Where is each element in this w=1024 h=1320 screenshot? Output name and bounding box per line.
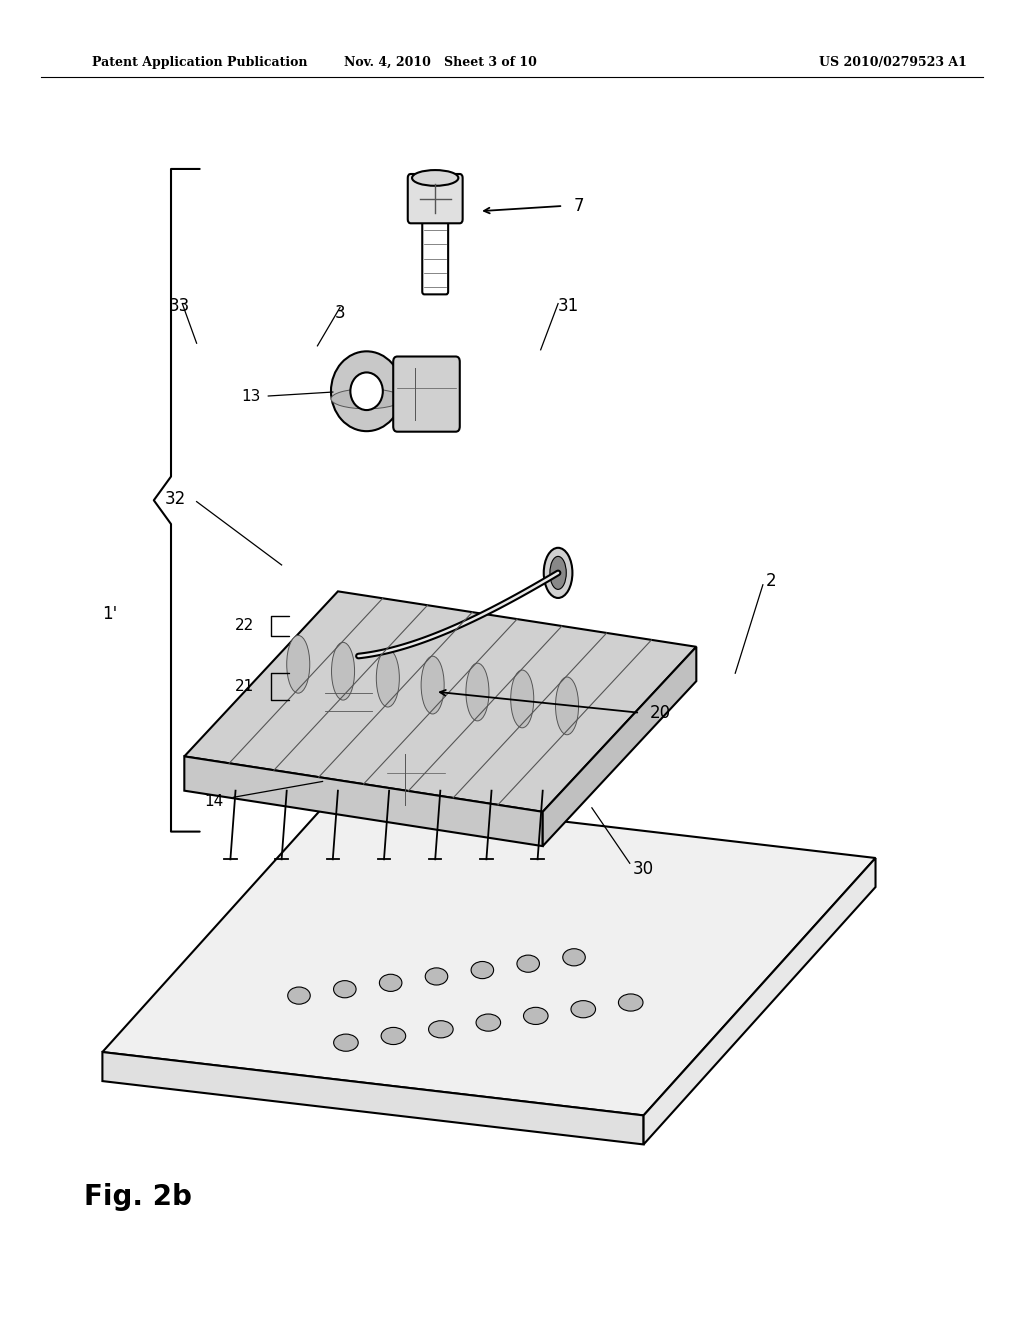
Text: 31: 31 xyxy=(558,297,579,315)
Text: 2: 2 xyxy=(766,572,776,590)
Text: 32: 32 xyxy=(165,490,186,508)
Ellipse shape xyxy=(381,1027,406,1044)
Text: 3: 3 xyxy=(335,304,345,322)
FancyBboxPatch shape xyxy=(393,356,460,432)
Ellipse shape xyxy=(421,656,444,714)
Ellipse shape xyxy=(517,956,540,973)
Text: 1': 1' xyxy=(102,605,118,623)
Polygon shape xyxy=(102,795,876,1115)
Text: 33: 33 xyxy=(169,297,189,315)
Polygon shape xyxy=(184,756,543,846)
Ellipse shape xyxy=(331,389,402,409)
Text: Nov. 4, 2010   Sheet 3 of 10: Nov. 4, 2010 Sheet 3 of 10 xyxy=(344,55,537,69)
Ellipse shape xyxy=(412,170,459,186)
Ellipse shape xyxy=(571,1001,596,1018)
Ellipse shape xyxy=(321,737,392,817)
Ellipse shape xyxy=(523,1007,548,1024)
Ellipse shape xyxy=(331,351,402,432)
Text: 30: 30 xyxy=(633,859,654,878)
Polygon shape xyxy=(184,591,696,812)
Text: 7: 7 xyxy=(573,197,584,215)
FancyBboxPatch shape xyxy=(422,214,449,294)
FancyBboxPatch shape xyxy=(383,742,450,817)
Text: Fig. 2b: Fig. 2b xyxy=(84,1183,191,1212)
Ellipse shape xyxy=(321,775,392,795)
Ellipse shape xyxy=(334,1034,358,1051)
Polygon shape xyxy=(643,858,876,1144)
Ellipse shape xyxy=(288,987,310,1005)
Ellipse shape xyxy=(471,961,494,978)
Ellipse shape xyxy=(550,556,566,589)
Ellipse shape xyxy=(340,758,373,796)
Ellipse shape xyxy=(321,644,376,672)
Ellipse shape xyxy=(377,649,399,708)
Ellipse shape xyxy=(332,643,354,700)
Ellipse shape xyxy=(425,968,447,985)
FancyBboxPatch shape xyxy=(408,174,463,223)
Ellipse shape xyxy=(429,1020,454,1038)
FancyBboxPatch shape xyxy=(305,642,391,744)
Text: 20: 20 xyxy=(650,704,672,722)
Text: 13: 13 xyxy=(242,388,261,404)
Text: 22: 22 xyxy=(234,618,254,634)
Text: 14: 14 xyxy=(204,793,223,809)
Ellipse shape xyxy=(466,663,489,721)
Ellipse shape xyxy=(563,949,586,966)
Ellipse shape xyxy=(618,994,643,1011)
Ellipse shape xyxy=(476,1014,501,1031)
Ellipse shape xyxy=(380,974,402,991)
Ellipse shape xyxy=(333,651,364,665)
Ellipse shape xyxy=(287,635,309,693)
Ellipse shape xyxy=(350,372,383,411)
Text: 21: 21 xyxy=(234,678,254,694)
Polygon shape xyxy=(543,647,696,846)
Text: US 2010/0279523 A1: US 2010/0279523 A1 xyxy=(819,55,967,69)
Ellipse shape xyxy=(556,677,579,735)
Text: Patent Application Publication: Patent Application Publication xyxy=(92,55,307,69)
Ellipse shape xyxy=(544,548,572,598)
Ellipse shape xyxy=(334,981,356,998)
Ellipse shape xyxy=(511,671,534,727)
Polygon shape xyxy=(102,1052,643,1144)
